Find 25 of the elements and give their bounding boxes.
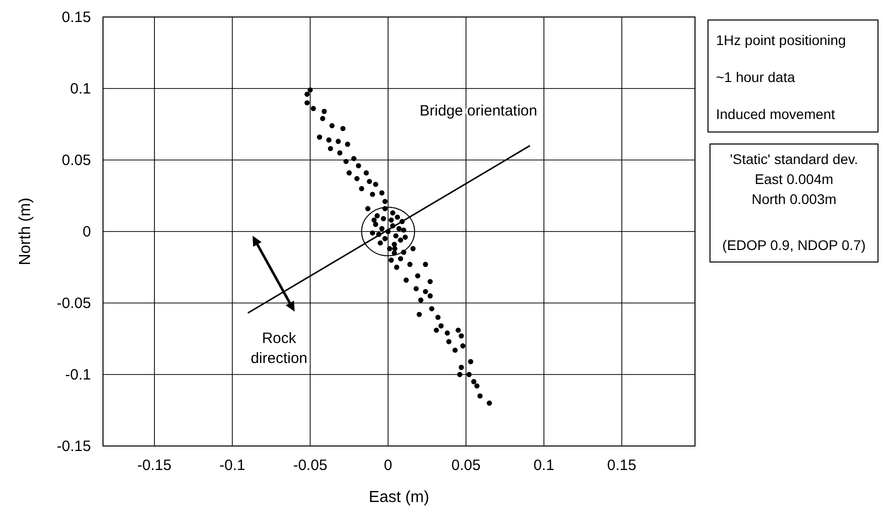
- x-tick-label: 0.15: [607, 457, 636, 474]
- annotation: Bridge orientation: [420, 102, 538, 120]
- y-tick-label: -0.05: [56, 295, 91, 312]
- text: (EDOP 0.9, NDOP 0.7): [722, 237, 866, 253]
- y-axis-title: North (m): [17, 198, 34, 266]
- text: 1Hz point positioning: [716, 32, 846, 48]
- annotation: Rock direction: [250, 330, 308, 368]
- x-tick-label: -0.1: [219, 457, 246, 474]
- y-tick-label: -0.15: [56, 438, 91, 455]
- x-tick-label: 0: [384, 457, 392, 474]
- x-tick-label: 0.05: [451, 457, 481, 474]
- text: ~1 hour data: [716, 69, 796, 85]
- x-tick-label: 0.1: [533, 457, 554, 474]
- text: Induced movement: [716, 106, 836, 122]
- text: North 0.003m: [752, 191, 836, 207]
- y-tick-label: 0.1: [70, 80, 91, 98]
- x-tick-label: -0.15: [137, 457, 172, 474]
- y-tick-label: -0.1: [65, 366, 91, 384]
- y-tick-label: 0: [82, 224, 91, 240]
- y-tick-label: 0.05: [62, 152, 91, 169]
- y-tick-label: 0.15: [62, 9, 91, 26]
- text: 'Static' standard dev.: [730, 151, 858, 167]
- x-axis-title: East (m): [368, 489, 430, 506]
- x-tick-label: -0.05: [293, 457, 328, 474]
- text: East 0.004m: [754, 171, 834, 187]
